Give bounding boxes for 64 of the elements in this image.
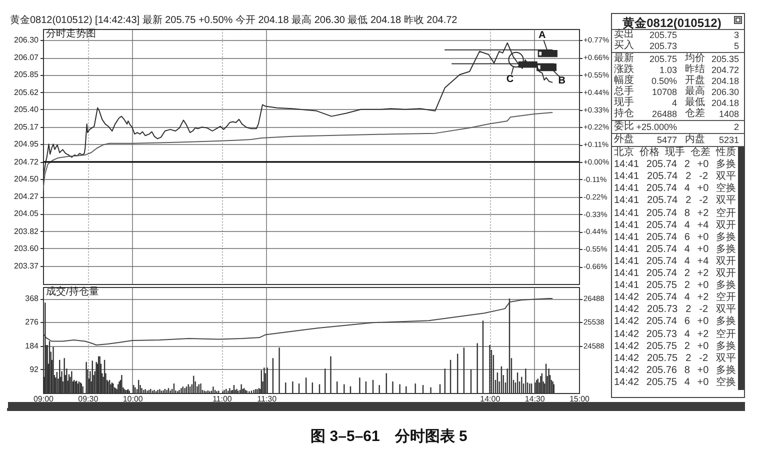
text: 总手 10708 最高 206.30	[614, 86, 739, 97]
text: 14:42 205.75 2 +0 多换	[614, 340, 736, 353]
y-tick-label: 205.85	[14, 70, 40, 80]
y-tick-label: 203.37	[14, 262, 40, 271]
caption: 图 3–5–61 分时图表 5	[310, 427, 468, 446]
text: 14:41 205.74 4 +0 多换	[614, 244, 736, 256]
text: 黄金0812(010512)	[622, 15, 722, 30]
y-tick-label: 92	[30, 364, 40, 374]
y-tick-label: 276	[25, 318, 40, 327]
y-tick-label: 204.95	[14, 140, 40, 149]
chart-title: 成交/持仓量	[46, 286, 99, 298]
text: 现手 4 最低 204.18	[614, 97, 739, 108]
y-tick-label: 184	[25, 341, 40, 350]
text: 14:42 205.73 2 -2 双平	[614, 304, 736, 316]
x-tick-label: 11:00	[212, 394, 232, 404]
y-tick-label: 204.50	[14, 174, 40, 184]
text: 14:42 205.76 8 +0 多换	[614, 364, 736, 376]
x-tick-label: 14:00	[480, 394, 501, 404]
x-tick-label: 10:00	[122, 394, 144, 404]
annotation: B	[558, 75, 566, 86]
text: 14:41 205.74 4 +0 空换	[614, 183, 736, 195]
text: 14:41 205.74 2 -2 双平	[614, 171, 736, 182]
y-tick-label: 204.72	[14, 157, 40, 166]
chart-title: 黄金0812(010512) [14:42:43] 最新 205.75 +0.50% 今开 204.18 最高 206.30 最低 204.18 昨收 204.72	[10, 14, 458, 27]
text: 持仓 26488 仓差 1408	[614, 108, 739, 119]
text: 14:42 205.75 2 -2 双平	[614, 352, 736, 365]
text: 14:41 205.75 2 +0 多换	[614, 280, 736, 292]
x-tick-label: 15:00	[569, 394, 590, 404]
text: 委比 +25.000% 2	[614, 121, 739, 132]
text: 最新 205.75 均价 205.35	[614, 53, 739, 64]
annotation: C	[506, 74, 514, 86]
y-tick-label: 204.05	[14, 209, 40, 218]
y-tick-label: 206.07	[14, 53, 40, 62]
y-tick-label: 204.27	[14, 192, 40, 202]
text: 买入 205.73 5	[614, 40, 739, 51]
y-tick-label: 206.30	[14, 35, 40, 44]
text: 14:41 205.74 2 -2 双平	[614, 195, 736, 208]
y-tick-label: 203.60	[14, 244, 40, 253]
y-tick-label: 203.82	[14, 226, 40, 236]
text: 涨跌 1.03 昨结 204.72	[614, 64, 739, 75]
text: 北京 价格 现手 仓差 性质	[614, 147, 736, 159]
text: 14:41 205.74 6 +0 多换	[614, 232, 736, 244]
text: 幅度 0.50% 开盘 204.18	[614, 75, 739, 86]
y-tick-label: 205.17	[14, 122, 40, 132]
text: 14:41 205.74 2 +2 双开	[614, 268, 736, 280]
text: 14:41 205.74 8 +2 空开	[614, 208, 736, 220]
text: 14:41 205.74 4 +4 双开	[614, 220, 736, 232]
text: 14:41 205.74 4 +4 双开	[614, 256, 736, 268]
text: 14:42 205.74 4 +2 空开	[614, 292, 736, 304]
text: 14:42 205.74 6 +0 多换	[614, 316, 736, 328]
text: 14:42 205.73 4 +2 空开	[614, 328, 736, 340]
chart-subtitle: 分时走势图	[46, 28, 96, 40]
text: 14:42 205.75 4 +0 空换	[614, 376, 736, 389]
x-tick-label: 14:30	[524, 394, 546, 404]
x-tick-label: 09:30	[78, 394, 99, 404]
text: 外盘 5477 内盘 5231	[614, 134, 739, 145]
text: 14:41 205.74 2 +0 多换	[614, 159, 736, 171]
x-tick-label: 09:00	[33, 394, 54, 404]
x-tick-label: 11:30	[257, 394, 278, 404]
y-tick-label: 205.62	[14, 88, 40, 97]
annotation: A	[538, 30, 546, 41]
y-tick-label: 368	[25, 294, 40, 304]
text: 卖出 205.75 3	[614, 29, 739, 40]
y-tick-label: 205.40	[14, 104, 40, 114]
